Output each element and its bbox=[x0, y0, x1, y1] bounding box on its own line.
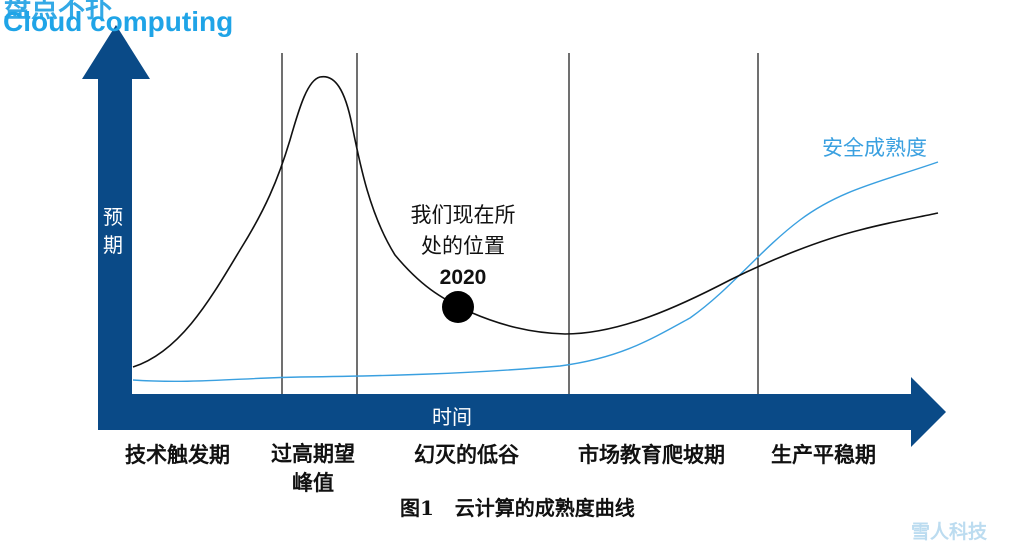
stage-label-slope: 市场教育爬坡期 bbox=[578, 442, 725, 467]
y-axis-arrow bbox=[82, 25, 150, 426]
annotation-year: 2020 bbox=[439, 266, 487, 289]
stage-label-plateau: 生产平稳期 bbox=[771, 442, 876, 467]
figure-caption: 图1 云计算的成熟度曲线 bbox=[400, 496, 635, 520]
current-position-marker bbox=[442, 291, 474, 323]
security-maturity-label: 安全成熟度 bbox=[822, 136, 927, 160]
x-axis-label: 时间 bbox=[432, 405, 472, 429]
stage-label-peak-line2: 峰值 bbox=[292, 470, 334, 495]
stage-label-trough: 幻灭的低谷 bbox=[414, 442, 519, 467]
annotation-line-2: 处的位置 bbox=[421, 234, 505, 258]
stage-label-technology-trigger: 技术触发期 bbox=[125, 442, 230, 467]
security-maturity-curve bbox=[132, 161, 939, 383]
x-axis-arrow bbox=[98, 377, 946, 447]
hype-cycle-curve bbox=[132, 75, 939, 368]
header-title-partial: 盘点不扑 bbox=[4, 0, 112, 23]
stage-label-peak: 过高期望 峰值 bbox=[271, 439, 355, 497]
watermark: 雪人科技 bbox=[911, 521, 988, 543]
stage-label-peak-line1: 过高期望 bbox=[271, 441, 355, 466]
header-title: Cloud computing bbox=[3, 6, 234, 37]
current-position-annotation: 我们现在所 处的位置 2020 bbox=[398, 200, 528, 293]
y-axis-label: 预期 bbox=[103, 205, 123, 257]
annotation-line-1: 我们现在所 bbox=[410, 203, 516, 227]
